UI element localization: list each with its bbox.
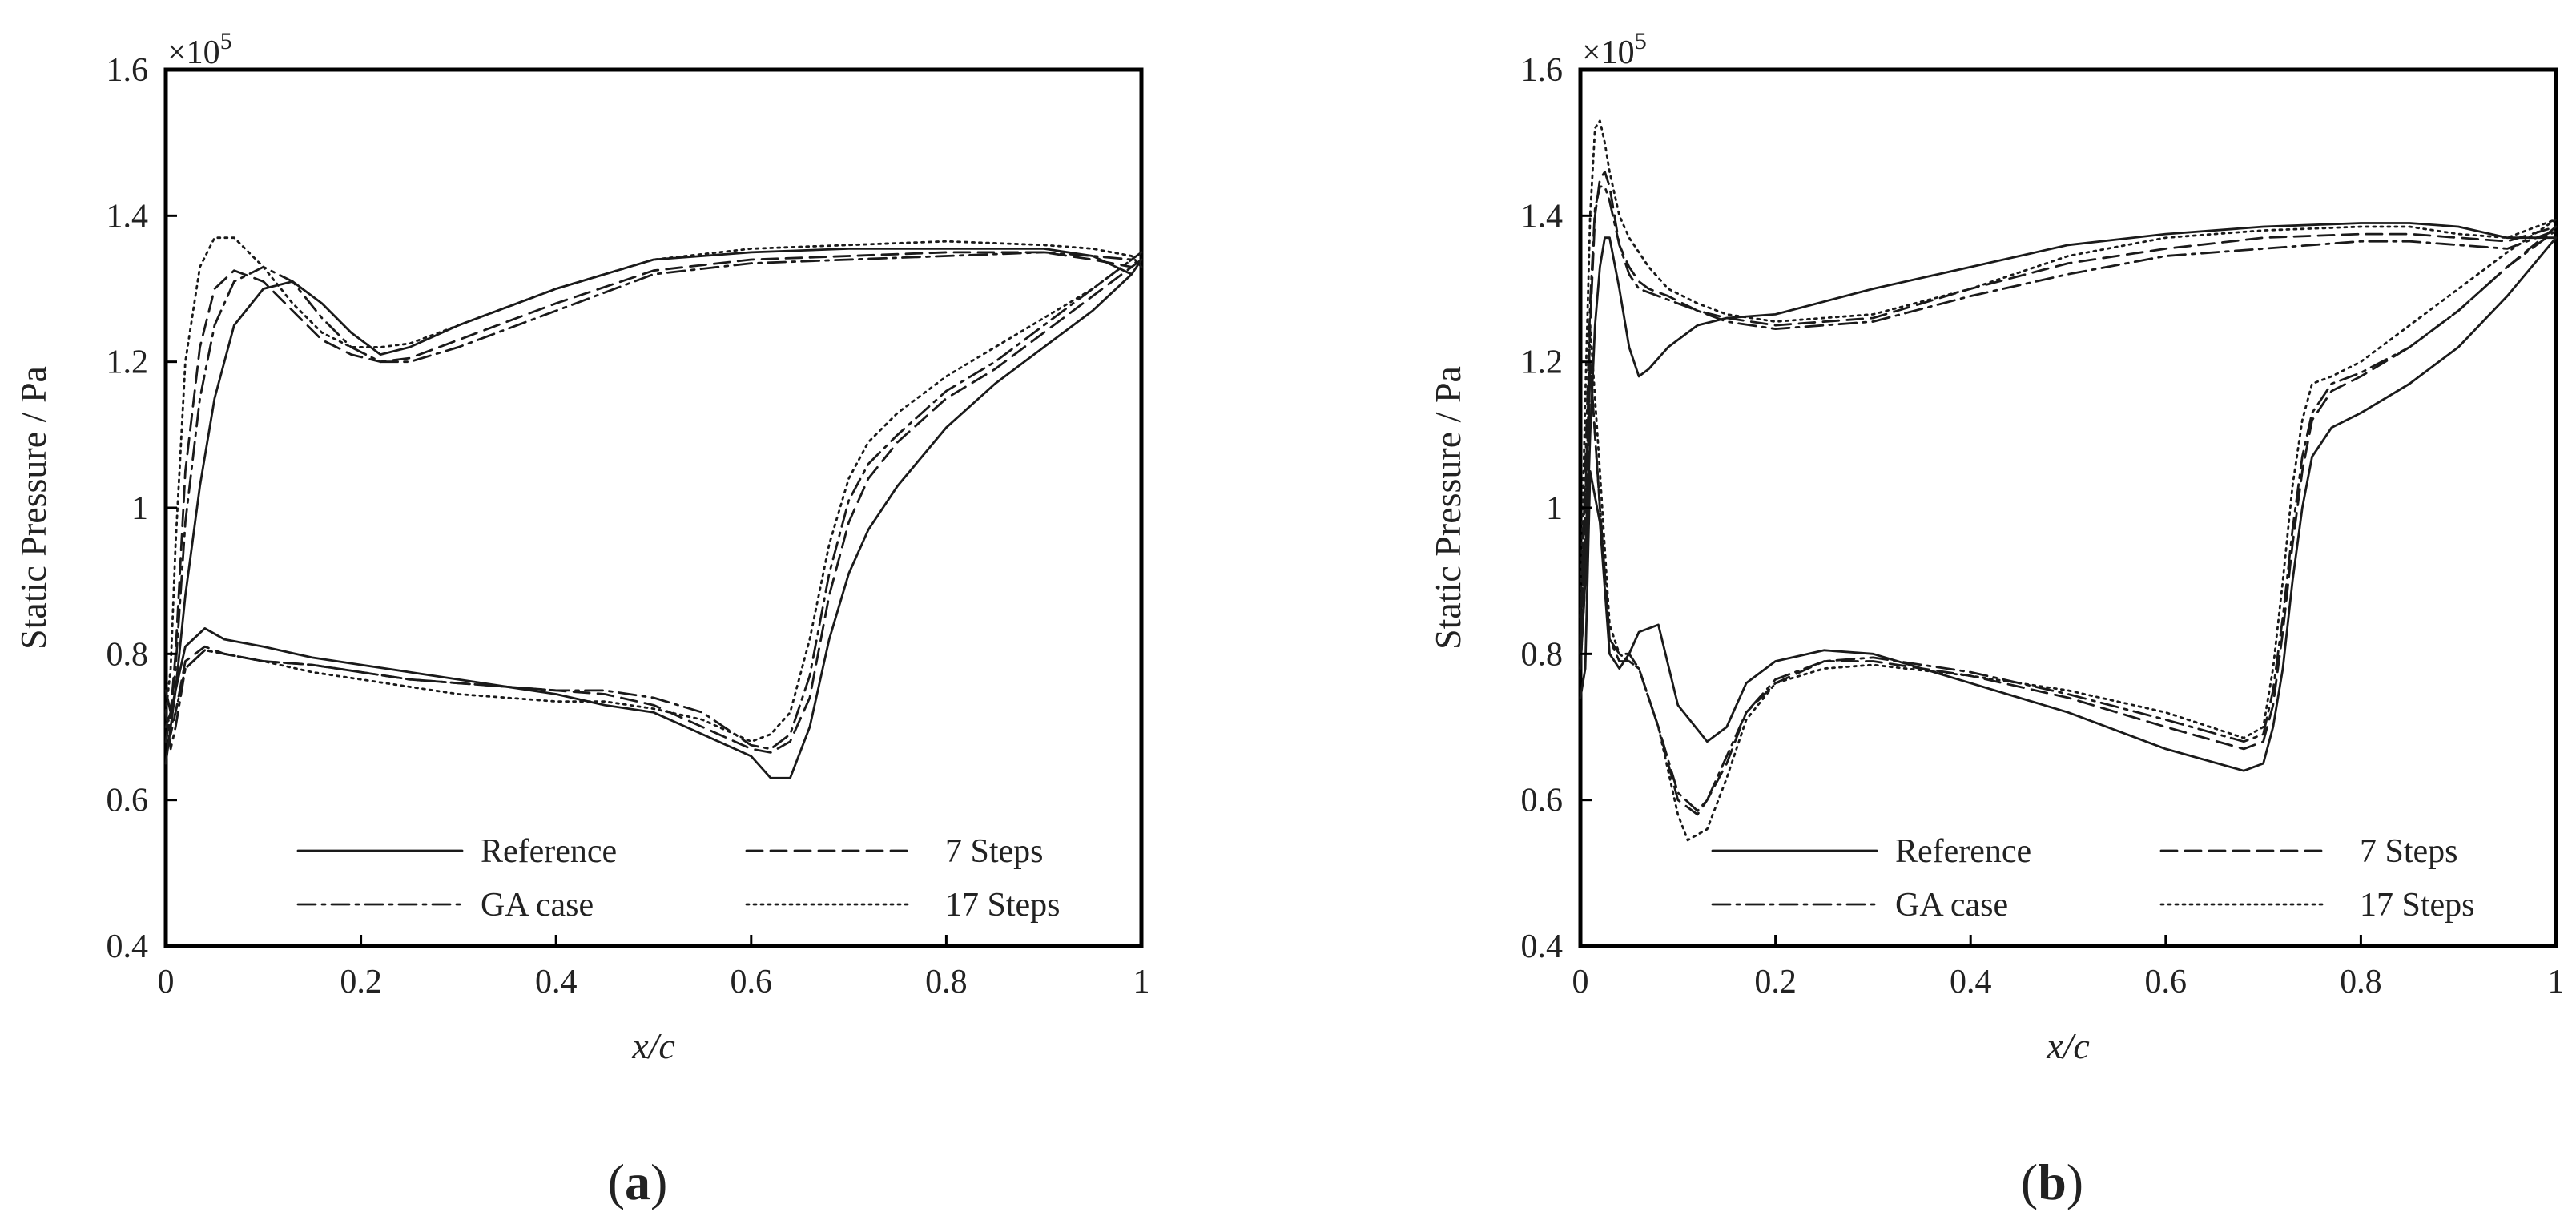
panel-label: (a) — [608, 1154, 668, 1210]
x-tick-label: 1 — [1133, 964, 1150, 1001]
legend-label: 17 Steps — [2360, 887, 2475, 924]
x-tick-label: 0 — [1572, 964, 1589, 1001]
legend-label: Reference — [1895, 833, 2031, 870]
panel-b: 0 0.2 0.4 0.6 0.8 1 0.4 0.6 0.8 1 1.2 1.4 1.6 ×105 x/c… — [1427, 28, 2565, 1210]
series-line-ga-case — [164, 251, 1143, 751]
y-scale-exponent: 5 — [220, 28, 232, 54]
y-axis-title: Static Pressure / Pa — [1427, 366, 1468, 650]
series-line-17-steps — [164, 236, 1143, 743]
y-scale-factor: ×105 — [167, 28, 232, 71]
plot-frame — [163, 67, 1144, 948]
panel-label-open: ( — [608, 1154, 625, 1210]
y-tick-label: 0.6 — [107, 783, 149, 819]
y-tick-label: 1 — [131, 490, 148, 527]
panel-label: (b) — [2021, 1154, 2083, 1210]
y-tick-label: 0.6 — [1521, 783, 1564, 819]
legend-label: GA case — [481, 887, 594, 924]
series-line-7-steps — [164, 251, 1143, 754]
y-axis-title: Static Pressure / Pa — [13, 366, 54, 650]
panel-label-close: ) — [2067, 1154, 2083, 1210]
panel-a: 0 0.2 0.4 0.6 0.8 1 0.4 0.6 0.8 1 1.2 1.4 1.6 ×105 x/c… — [13, 28, 1150, 1210]
series-line-ga-case — [1579, 185, 2558, 812]
legend-label: Reference — [481, 833, 617, 870]
x-tick-label: 0.2 — [340, 964, 382, 1001]
legend-label: 7 Steps — [2360, 833, 2458, 870]
panel-label-open: ( — [2021, 1154, 2038, 1210]
x-tick-label: 0.4 — [535, 964, 578, 1001]
y-tick-label: 1.2 — [107, 344, 149, 381]
y-tick-label: 1.4 — [1521, 198, 1564, 235]
legend-label: 7 Steps — [945, 833, 1044, 870]
y-scale-base: ×10 — [167, 34, 220, 71]
x-tick-label: 0.8 — [925, 964, 968, 1001]
panel-label-close: ) — [650, 1154, 667, 1210]
x-tick-label: 0.8 — [2340, 964, 2382, 1001]
legend-label: 17 Steps — [945, 887, 1061, 924]
y-tick-label: 0.4 — [107, 928, 149, 965]
x-tick-label: 1 — [2548, 964, 2565, 1001]
x-tick-label: 0.6 — [731, 964, 773, 1001]
series-line-reference — [164, 248, 1143, 779]
y-tick-label: 1.2 — [1521, 344, 1564, 381]
x-tick-label: 0.6 — [2145, 964, 2188, 1001]
x-axis-title: x/c — [2046, 1025, 2090, 1066]
series-line-reference — [1579, 222, 2558, 772]
x-axis-title: x/c — [631, 1025, 675, 1066]
y-tick-label: 1.6 — [1521, 52, 1564, 89]
series-line-7-steps — [1579, 171, 2558, 816]
series-line-17-steps — [1579, 119, 2558, 842]
y-scale-factor: ×105 — [1582, 28, 1647, 71]
y-tick-label: 0.8 — [107, 636, 149, 673]
x-tick-label: 0.2 — [1754, 964, 1797, 1001]
y-tick-label: 0.8 — [1521, 636, 1564, 673]
legend-label: GA case — [1895, 887, 2008, 924]
panel-label-letter: b — [2038, 1154, 2067, 1210]
x-tick-label: 0 — [158, 964, 175, 1001]
plot-frame — [1578, 67, 2558, 948]
y-tick-label: 1.4 — [107, 198, 149, 235]
panel-label-letter: a — [625, 1154, 650, 1210]
y-scale-exponent: 5 — [1635, 28, 1647, 54]
y-tick-label: 1.6 — [107, 52, 149, 89]
x-tick-label: 0.4 — [1950, 964, 1992, 1001]
y-tick-label: 1 — [1546, 490, 1563, 527]
y-scale-base: ×10 — [1582, 34, 1635, 71]
y-tick-label: 0.4 — [1521, 928, 1564, 965]
